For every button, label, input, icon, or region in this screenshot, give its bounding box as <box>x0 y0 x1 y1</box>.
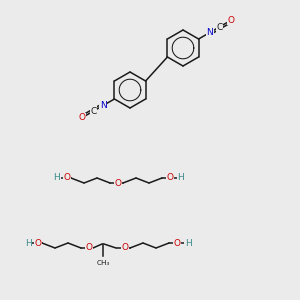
Text: H: H <box>184 238 191 247</box>
Text: O: O <box>34 238 41 247</box>
Text: N: N <box>206 28 213 37</box>
Text: O: O <box>173 238 181 247</box>
Text: N: N <box>100 101 106 110</box>
Text: O: O <box>167 173 173 182</box>
Text: O: O <box>227 16 234 25</box>
Text: O: O <box>122 244 128 253</box>
Text: O: O <box>64 173 70 182</box>
Text: H: H <box>178 173 184 182</box>
Text: H: H <box>25 238 32 247</box>
Text: O: O <box>115 178 122 188</box>
Text: CH₃: CH₃ <box>96 260 110 266</box>
Text: H: H <box>54 173 60 182</box>
Text: C: C <box>91 106 97 116</box>
Text: O: O <box>85 244 92 253</box>
Text: O: O <box>79 113 86 122</box>
Text: C: C <box>216 22 223 32</box>
